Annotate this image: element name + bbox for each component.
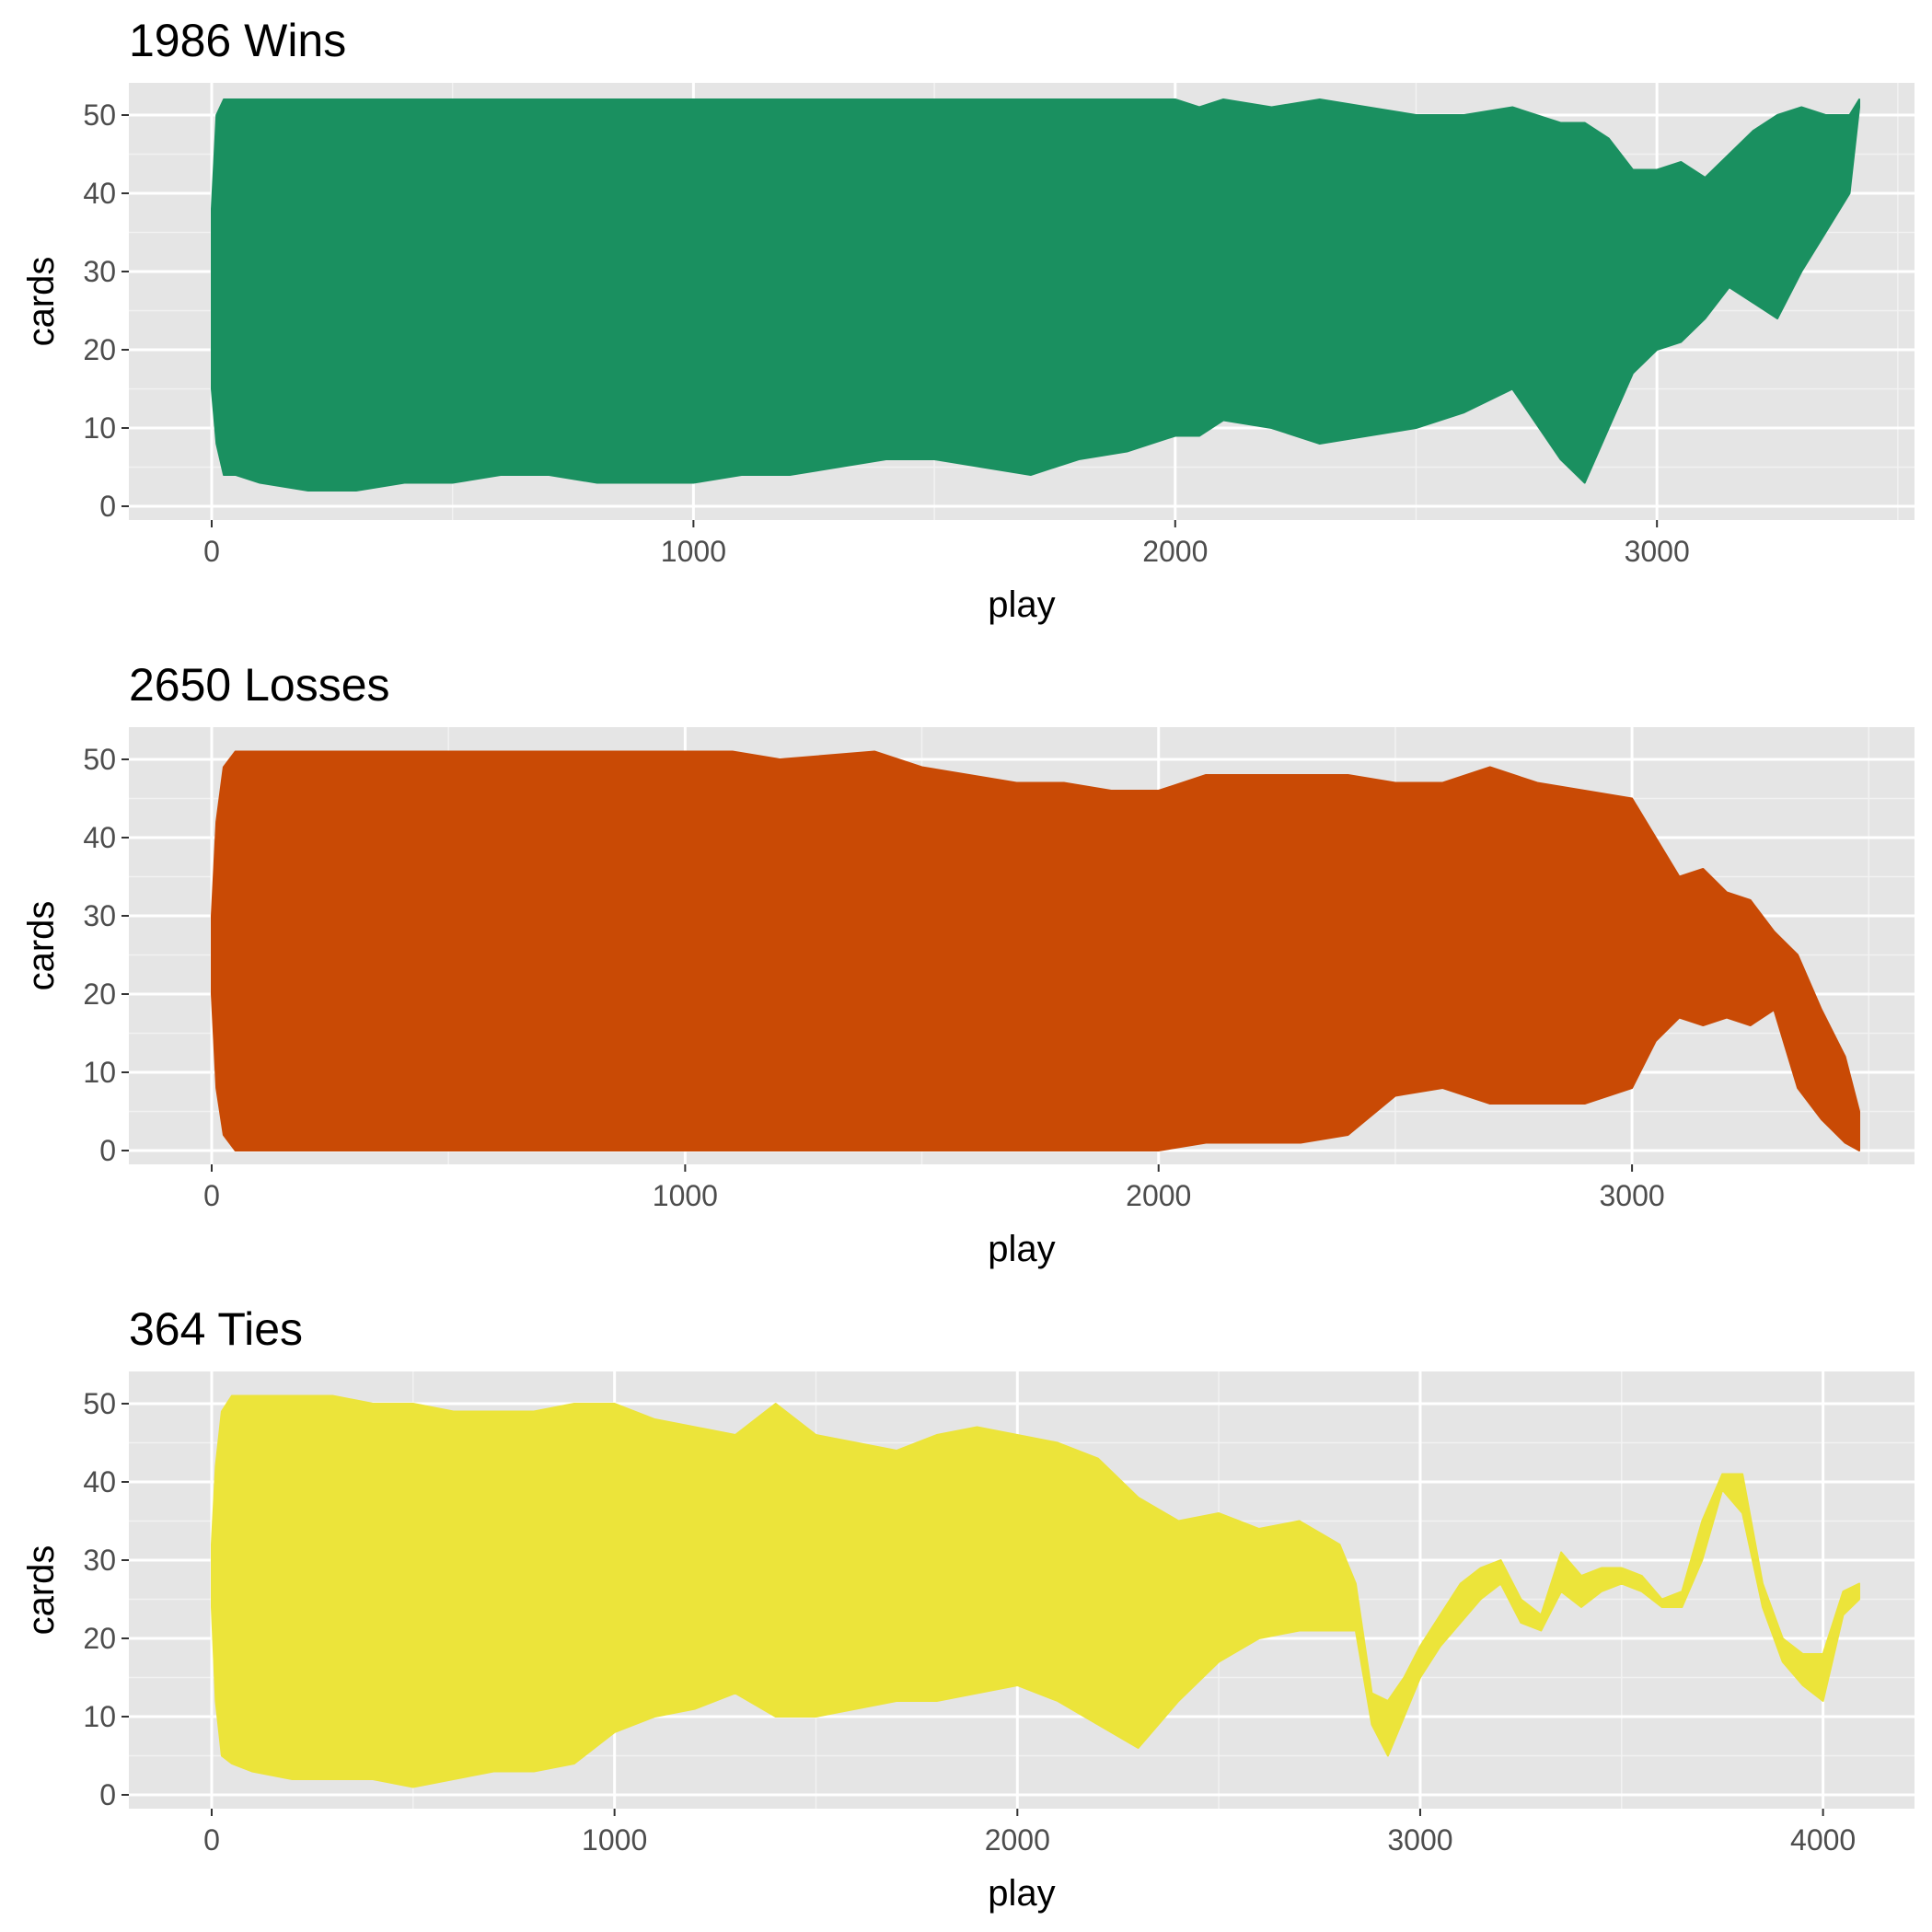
y-tick-label: 0 [99,1134,116,1167]
x-tick-label: 2000 [1142,535,1208,568]
x-tick-label: 2000 [1126,1179,1191,1212]
chart-panel-wins: 1986 Wins 0 1000 2000 3000 0 10 20 30 40 50 play ca… [0,0,1932,644]
chart-title: 364 Ties [129,1303,304,1355]
chart-title: 1986 Wins [129,15,347,66]
y-tick-label: 10 [83,1700,116,1733]
y-tick-label: 40 [83,177,116,210]
x-axis-label: play [988,1229,1055,1269]
y-tick-label: 10 [83,1056,116,1089]
chart-panel-ties: 364 Ties 0 1000 2000 3000 4000 0 10 20 30 40 50 pla… [0,1289,1932,1932]
series-area [211,750,1860,1151]
x-tick-label: 4000 [1790,1823,1856,1857]
y-tick-label: 20 [83,1622,116,1655]
y-tick-label: 40 [83,821,116,854]
chart-plot: 0 1000 2000 3000 4000 0 10 20 30 40 50 play cards [21,1371,1915,1914]
y-tick-label: 30 [83,1544,116,1577]
y-tick-label: 40 [83,1465,116,1498]
x-tick-label: 0 [203,1179,220,1212]
x-tick-label: 1000 [582,1823,647,1857]
y-tick-label: 50 [83,98,116,132]
y-tick-label: 20 [83,333,116,366]
y-tick-label: 0 [99,1778,116,1811]
chart-panel-losses: 2650 Losses 0 1000 2000 3000 0 10 20 30 40 50 play… [0,644,1932,1289]
y-axis-label: cards [21,1545,62,1636]
series-area [211,1394,1860,1788]
x-tick-label: 3000 [1625,535,1690,568]
x-axis-label: play [988,1873,1055,1914]
x-tick-label: 1000 [653,1179,718,1212]
x-tick-label: 3000 [1600,1179,1665,1212]
chart-title: 2650 Losses [129,659,390,711]
x-tick-label: 2000 [985,1823,1050,1857]
y-axis-label: cards [21,257,62,347]
y-tick-label: 10 [83,411,116,445]
y-tick-label: 20 [83,978,116,1011]
x-tick-label: 3000 [1387,1823,1452,1857]
y-tick-label: 30 [83,255,116,288]
y-tick-label: 50 [83,743,116,776]
chart-plot: 0 1000 2000 3000 0 10 20 30 40 50 play cards [21,83,1915,625]
x-tick-label: 0 [203,535,220,568]
y-tick-label: 0 [99,490,116,523]
series-area [211,98,1860,492]
x-tick-label: 0 [203,1823,220,1857]
x-axis-label: play [988,584,1055,625]
y-axis-label: cards [21,901,62,991]
y-tick-label: 30 [83,899,116,932]
x-tick-label: 1000 [661,535,726,568]
y-tick-label: 50 [83,1387,116,1420]
chart-plot: 0 1000 2000 3000 0 10 20 30 40 50 play cards [21,727,1915,1269]
